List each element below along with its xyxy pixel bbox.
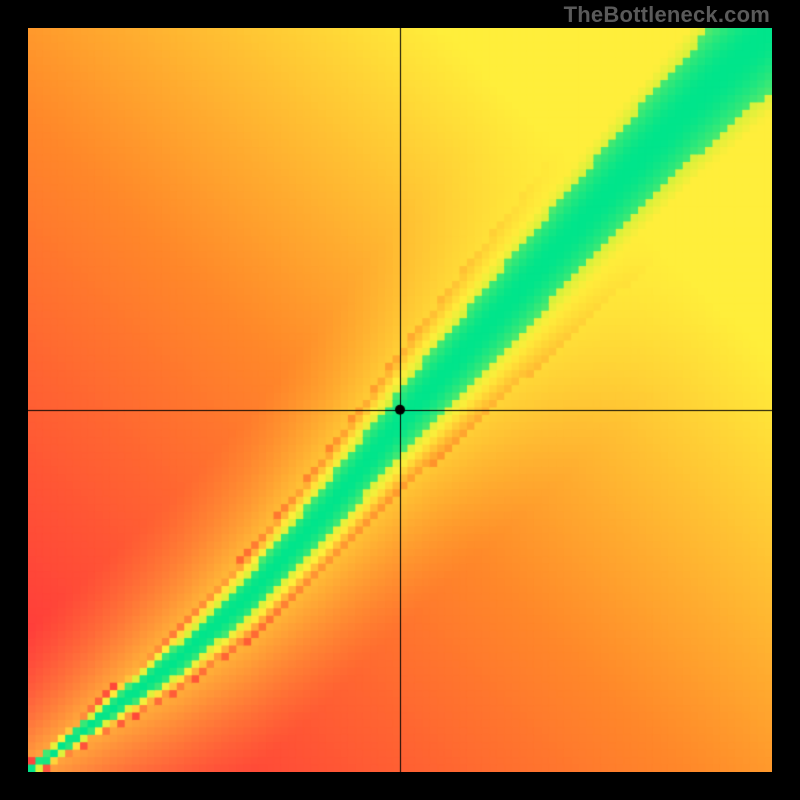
watermark-text: TheBottleneck.com — [564, 2, 770, 28]
bottleneck-heatmap — [28, 28, 772, 772]
